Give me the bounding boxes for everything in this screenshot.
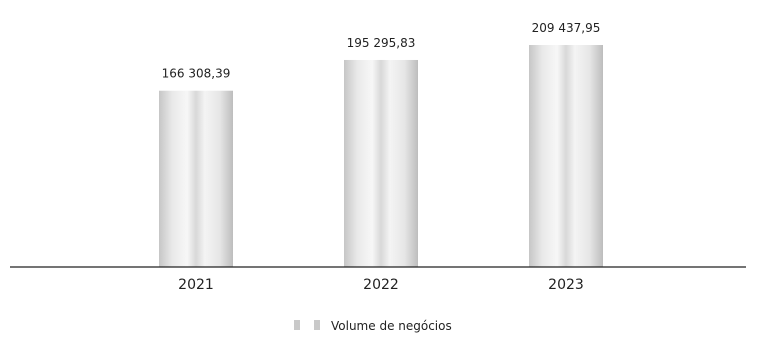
bar-2021 [159, 90, 233, 267]
x-tick-label-2022: 2022 [363, 277, 399, 293]
data-label-2022: 195 295,83 [347, 36, 416, 50]
legend-swatch-right [314, 320, 320, 330]
bars-group [159, 45, 603, 268]
legend-label: Volume de negócios [331, 319, 452, 333]
data-label-2023: 209 437,95 [532, 21, 601, 35]
legend: Volume de negócios [294, 319, 452, 333]
bar-2022 [344, 59, 418, 268]
x-tick-label-2021: 2021 [178, 277, 214, 293]
legend-swatch-left [294, 320, 300, 330]
x-tick-label-2023: 2023 [548, 277, 584, 293]
bar-2023 [529, 45, 603, 267]
x-tick-labels-group: 2021 2022 2023 [178, 277, 584, 293]
data-labels-group: 166 308,39 195 295,83 209 437,95 [162, 21, 601, 81]
data-label-2021: 166 308,39 [162, 67, 231, 81]
